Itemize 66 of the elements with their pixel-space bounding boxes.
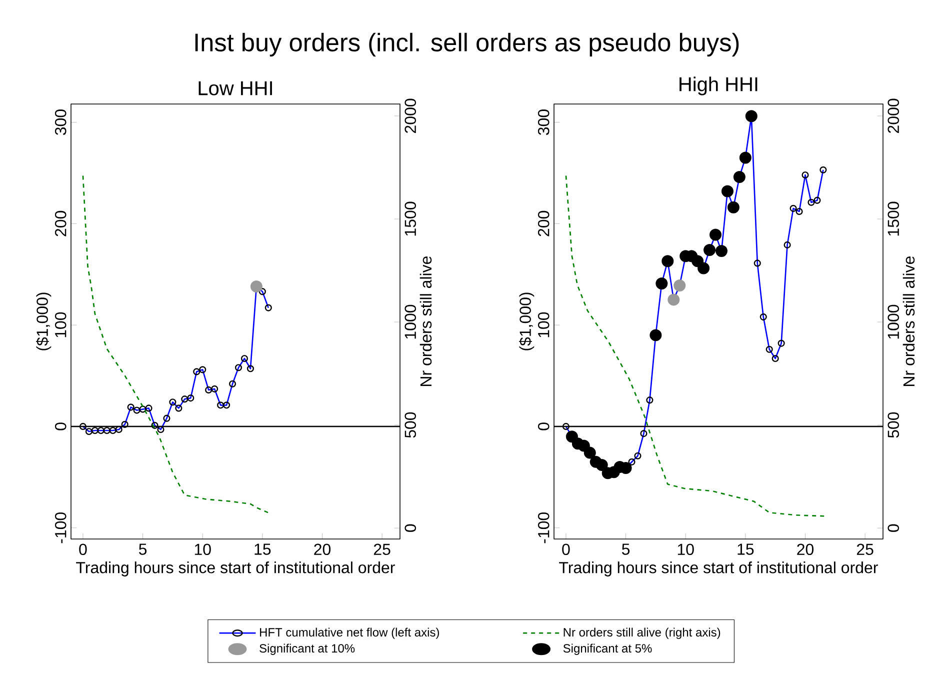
x-tick-label: 10 <box>678 544 694 556</box>
y-tick-label: 200 <box>54 210 66 236</box>
x-tick-label: 0 <box>79 544 87 556</box>
point <box>656 277 668 290</box>
point <box>250 280 262 293</box>
x-tick-label: 20 <box>797 544 814 556</box>
point <box>715 245 728 258</box>
point <box>692 255 704 268</box>
x-tick-label: 10 <box>194 544 211 556</box>
y2-tick-label: 1500 <box>404 202 416 236</box>
x-axis-title: Trading hours since start of institutional order <box>76 562 395 576</box>
y2-tick-label: 1500 <box>888 202 900 236</box>
point <box>578 440 590 452</box>
y-tick-label: 100 <box>54 312 66 338</box>
y2-tick-label: 0 <box>888 524 900 532</box>
y-tick-label: 300 <box>54 110 66 135</box>
legend-label: Nr orders still alive (right axis) <box>564 628 720 639</box>
y-axis-title: ($1,000) <box>36 292 52 350</box>
y2-tick-label: 1000 <box>404 304 416 339</box>
x-tick-label: 15 <box>738 544 754 555</box>
x-tick-label: 0 <box>562 544 570 556</box>
chart-title: Low HHI <box>198 81 272 96</box>
point <box>721 185 734 198</box>
line-series <box>82 175 270 514</box>
x-tick-label: 5 <box>622 544 630 555</box>
y2-tick-label: 500 <box>888 412 900 438</box>
x-tick-label: 15 <box>254 544 271 555</box>
y-tick-label: 0 <box>54 422 66 430</box>
x-tick-label: 25 <box>374 544 390 556</box>
y-tick-label: 0 <box>538 422 550 430</box>
y2-tick-label: 2000 <box>888 98 900 133</box>
y2-axis-title: Nr orders still alive <box>420 256 432 386</box>
text: Inst buy orders (incl. sell orders as pseudo buys) <box>195 32 739 56</box>
point <box>650 329 662 342</box>
point <box>739 152 752 164</box>
y-axis-title: ($1,000) <box>518 292 534 350</box>
y-tick-label: 300 <box>538 110 550 135</box>
x-tick-label: 25 <box>856 544 874 556</box>
y-tick-label: 100 <box>538 312 550 338</box>
point <box>698 262 710 274</box>
x-tick-label: 20 <box>314 544 331 556</box>
y-tick-label: 200 <box>538 210 550 236</box>
point <box>668 294 680 306</box>
y-tick-label: -100 <box>54 512 66 544</box>
point <box>704 244 716 256</box>
y2-tick-label: 0 <box>404 524 416 532</box>
point <box>745 110 758 122</box>
legend-label: Significant at 5% <box>563 644 652 655</box>
legend-label: Significant at 10% <box>260 644 355 655</box>
chart-title: High HHI <box>680 76 758 96</box>
point <box>584 446 596 459</box>
x-tick-label: 5 <box>138 544 147 555</box>
y2-tick-label: 2000 <box>404 98 416 133</box>
y-tick-label: -100 <box>538 512 550 544</box>
y2-tick-label: 1000 <box>888 304 900 339</box>
point <box>733 170 746 184</box>
point <box>727 201 740 214</box>
x-axis-title: Trading hours since start of institutional order <box>559 562 878 576</box>
point <box>596 458 608 471</box>
point <box>674 279 686 292</box>
y2-axis-title: Nr orders still alive <box>902 256 915 386</box>
legend-label: HFT cumulative net flow (left axis) <box>260 628 439 639</box>
y2-tick-label: 500 <box>404 412 416 438</box>
line-series <box>565 175 826 517</box>
point <box>710 228 722 241</box>
point <box>662 255 674 268</box>
